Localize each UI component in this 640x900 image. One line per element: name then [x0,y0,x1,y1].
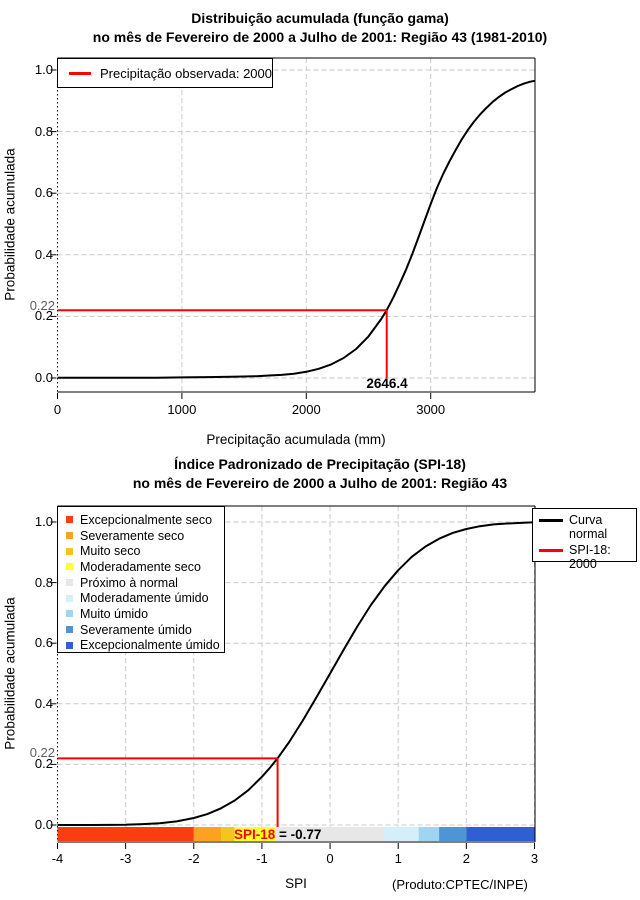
category-legend-label: Excepcionalmente seco [80,512,213,527]
category-legend-label: Muito úmido [80,606,149,621]
chart2-x-tick-label: -2 [187,851,200,866]
category-legend-item: Severamente seco [58,528,224,544]
category-color-swatch [66,579,73,587]
chart2-colorbar-segment [221,827,235,841]
chart2-x-tick-label: 1 [394,851,402,866]
line-legend-item: Curva normal [533,513,636,541]
observed-precip-legend-label: Precipitação observada: 2000 [99,65,272,81]
chart2-marker-probability-label: 0.22 [29,745,55,760]
category-legend-label: Moderadamente seco [80,559,201,574]
chart2-y-tick-label: 1.0 [34,514,53,529]
chart2-line-legend: Curva normal SPI-18: 2000 [532,508,637,571]
chart1-y-tick-label: 0.6 [34,185,53,201]
category-legend-item: Excepcionalmente úmido [58,638,224,654]
category-color-swatch [66,626,73,634]
chart1-x-axis-label: Precipitação acumulada (mm) [206,432,386,447]
chart2-colorbar-segment [439,827,467,841]
chart2-colorbar-segment [193,827,222,841]
category-color-swatch [66,641,73,649]
chart2-colorbar-segment [384,827,419,841]
chart2-cdf-curve [57,521,535,826]
chart2-marker-value-label: SPI-18 = -0.77 [234,827,322,842]
category-legend-label: Muito seco [80,544,141,559]
chart1-marker-value-label: 2646.4 [366,376,408,391]
chart1-legend: Precipitação observada: 2000 [57,58,273,88]
chart2-title-line1: Índice Padronizado de Precipitação (SPI-… [174,456,466,472]
category-color-swatch [66,547,73,555]
chart1-y-tick-label: 1.0 [34,62,53,77]
chart2-title-line2: no mês de Fevereiro de 2000 a Julho de 2… [132,475,508,491]
chart2-y-tick-label: 0.6 [34,635,53,651]
chart2-x-tick-label: 3 [530,851,539,866]
chart2-colorbar-segment [57,827,194,841]
chart2-colorbar-segment [275,827,385,841]
observed-precip-line-sample [69,71,91,75]
chart1-y-tick-label: 0.8 [34,123,53,139]
chart2-y-tick-label: 0.4 [34,695,53,711]
category-color-swatch [66,516,73,524]
credit-text: (Produto:CPTEC/INPE) [392,877,528,892]
chart2-y-axis-label: Probabilidade acumulada [2,597,18,750]
chart1-marker-probability-label: 0.22 [29,298,55,313]
chart2-x-tick-label: -4 [51,851,64,866]
category-legend-item: Severamente úmido [58,622,224,638]
chart1-y-tick-label: 0.2 [34,308,53,324]
chart2-x-tick-label: 0 [326,851,334,866]
chart2-y-tick-label: 0.2 [34,756,53,772]
category-color-swatch [66,594,73,602]
line-legend-label: SPI-18: 2000 [569,543,611,571]
category-color-swatch [66,563,73,571]
spi-marker-value: = -0.77 [275,827,322,842]
line-legend-sample [539,549,563,552]
chart1-y-tick-label: 0.4 [34,246,53,262]
line-legend-sample [539,519,563,522]
category-legend-label: Próximo à normal [80,575,178,590]
category-color-swatch [66,532,73,540]
category-legend-item: Próximo à normal [58,575,224,591]
chart2-x-axis-label: SPI [285,876,307,891]
chart2-x-tick-label: -3 [119,851,132,866]
category-legend-item: Moderadamente seco [58,559,224,575]
chart1-x-tick-label: 3000 [416,402,446,417]
chart2-x-tick-label: 2 [462,851,470,866]
chart2-x-tick-label: -1 [256,851,268,866]
category-legend-item: Muito úmido [58,606,224,622]
category-legend-item: Excepcionalmente seco [58,512,224,528]
category-color-swatch [66,610,73,618]
chart2-colorbar-segment [234,827,276,841]
chart1-x-tick-label: 2000 [291,402,321,417]
chart2-y-tick-label: 0.0 [34,817,53,832]
chart2-colorbar-segment [466,827,535,841]
category-legend-label: Severamente úmido [80,622,192,637]
category-legend-label: Severamente seco [80,528,185,543]
chart1-y-axis-label: Probabilidade acumulada [2,148,18,301]
category-legend-item: Moderadamente úmido [58,590,224,606]
chart2-colorbar-segment [418,827,440,841]
chart2-category-legend: Excepcionalmente seco Severamente seco Mui… [57,506,225,653]
line-legend-item: SPI-18: 2000 [533,543,636,571]
category-legend-label: Excepcionalmente úmido [80,638,220,653]
chart1-title-line2: no mês de Fevereiro de 2000 a Julho de 2… [92,29,548,45]
category-legend-item: Muito seco [58,543,224,559]
chart1-cdf-curve [57,79,536,379]
chart1-title-line1: Distribuição acumulada (função gama) [191,10,449,26]
category-legend-label: Moderadamente úmido [80,591,209,606]
chart1-y-tick-label: 0.0 [34,370,53,385]
line-legend-label: Curva normal [569,513,608,541]
spi-marker-name: SPI-18 [234,827,276,842]
chart1-x-tick-label: 0 [53,402,62,417]
chart1-x-tick-label: 1000 [167,402,197,417]
chart2-y-tick-label: 0.8 [34,574,53,590]
